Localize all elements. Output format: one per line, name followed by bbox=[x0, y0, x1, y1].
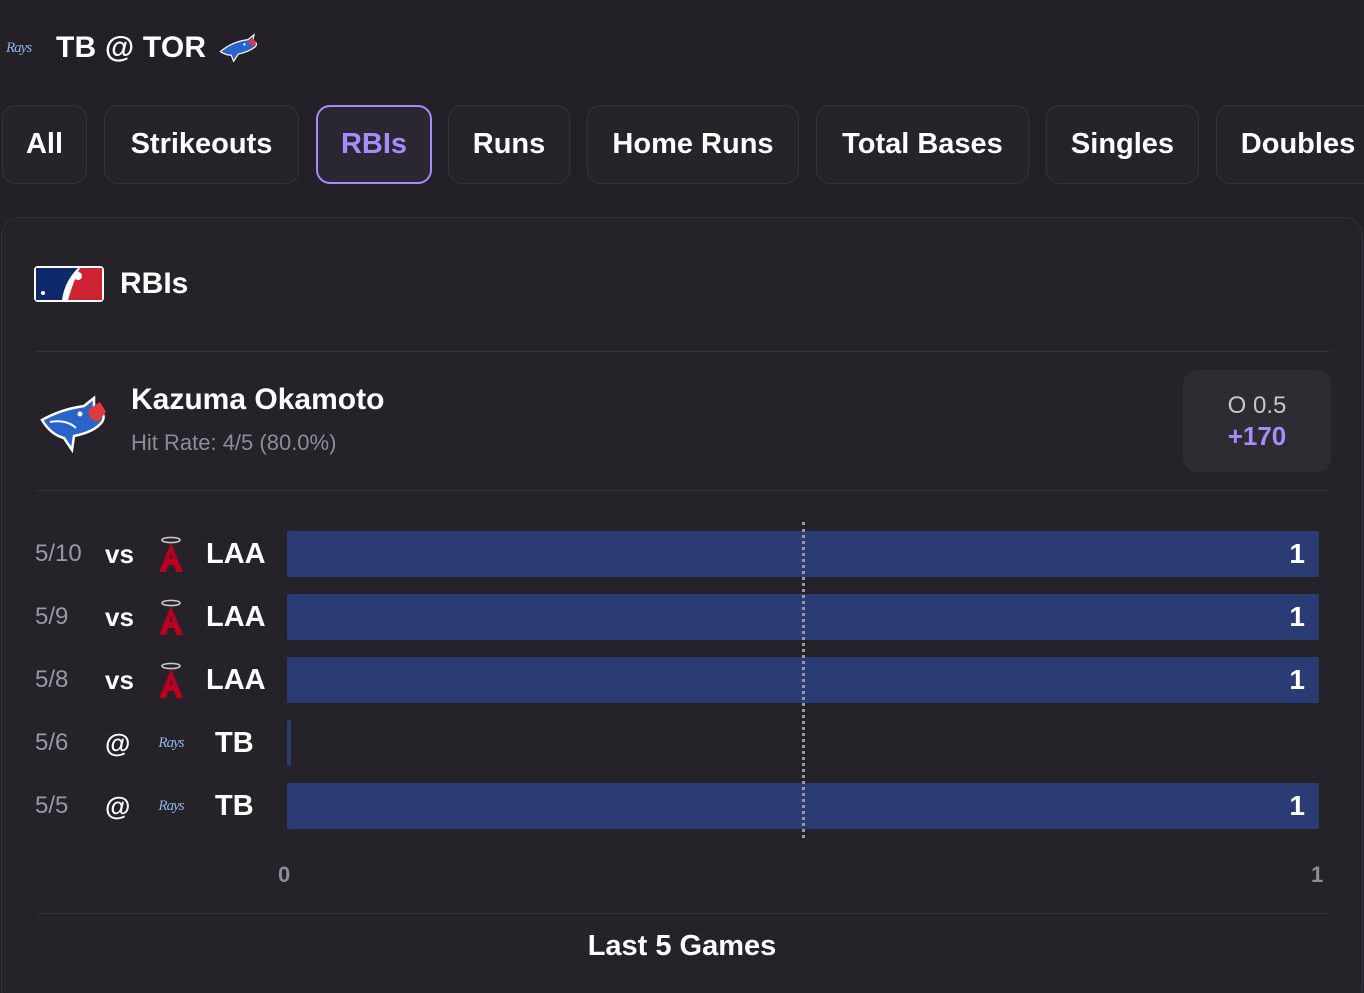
game-date: 5/9 bbox=[35, 603, 69, 630]
bar-value-label: 1 bbox=[1289, 601, 1305, 632]
angels-logo-icon bbox=[152, 535, 190, 573]
line-reference-marker bbox=[802, 522, 805, 838]
game-location: vs bbox=[105, 539, 134, 569]
section-title: RBIs bbox=[120, 267, 189, 300]
game-location: @ bbox=[105, 728, 131, 758]
game-row: 5/5 @ Rays TB 1 bbox=[0, 783, 1364, 829]
mlb-logo-icon bbox=[34, 266, 104, 302]
rays-logo-icon: Rays bbox=[158, 734, 184, 751]
x-tick-label: 0 bbox=[278, 862, 291, 887]
divider bbox=[36, 913, 1330, 914]
tab-total-bases[interactable]: Total Bases bbox=[816, 105, 1029, 184]
section-header: RBIs bbox=[34, 266, 188, 302]
tab-all[interactable]: All bbox=[2, 105, 87, 184]
angels-logo-icon bbox=[152, 661, 190, 699]
tab-singles[interactable]: Singles bbox=[1046, 105, 1199, 184]
odds-button[interactable]: O 0.5 +170 bbox=[1183, 370, 1331, 472]
matchup-title: TB @ TOR bbox=[56, 31, 207, 64]
tab-strikeouts[interactable]: Strikeouts bbox=[104, 105, 299, 184]
opponent-abbr: LAA bbox=[206, 538, 266, 570]
prop-odds: +170 bbox=[1227, 421, 1287, 451]
blue-jays-logo-icon bbox=[40, 395, 106, 454]
rays-logo-icon: Rays bbox=[158, 797, 184, 814]
hit-rate: Hit Rate: 4/5 (80.0%) bbox=[131, 430, 337, 455]
game-row: 5/10 vs LAA 1 bbox=[0, 531, 1364, 577]
game-date: 5/10 bbox=[35, 540, 82, 567]
game-date: 5/8 bbox=[35, 666, 69, 693]
stat-tabs: All Strikeouts RBIs Runs Home Runs Total… bbox=[0, 105, 1364, 185]
game-date: 5/5 bbox=[35, 792, 69, 819]
rays-logo-icon: Rays bbox=[6, 40, 32, 56]
chart-footer-label: Last 5 Games bbox=[587, 930, 777, 962]
game-row: 5/9 vs LAA 1 bbox=[0, 594, 1364, 640]
game-row: 5/8 vs LAA 1 bbox=[0, 657, 1364, 703]
bar-value-label: 1 bbox=[1289, 538, 1305, 569]
tab-rbis[interactable]: RBIs bbox=[316, 105, 432, 184]
tab-doubles[interactable]: Doubles bbox=[1216, 105, 1364, 184]
blue-jays-logo-icon bbox=[219, 33, 258, 63]
game-location: vs bbox=[105, 665, 134, 695]
x-tick-label: 1 bbox=[1311, 862, 1324, 887]
bar-value-label: 1 bbox=[1289, 664, 1305, 695]
matchup-header: Rays TB @ TOR bbox=[6, 28, 260, 68]
game-location: vs bbox=[105, 602, 134, 632]
angels-logo-icon bbox=[152, 598, 190, 636]
divider bbox=[36, 490, 1330, 491]
opponent-abbr: TB bbox=[215, 790, 254, 822]
game-date: 5/6 bbox=[35, 729, 69, 756]
bar-value-label: 1 bbox=[1289, 790, 1305, 821]
player-name: Kazuma Okamoto bbox=[131, 383, 385, 416]
tab-runs[interactable]: Runs bbox=[448, 105, 570, 184]
opponent-abbr: TB bbox=[215, 727, 254, 759]
game-row: 5/6 @ Rays TB bbox=[0, 720, 1364, 766]
opponent-abbr: LAA bbox=[206, 664, 266, 696]
divider bbox=[36, 351, 1330, 352]
chart-bar bbox=[287, 720, 291, 766]
opponent-abbr: LAA bbox=[206, 601, 266, 633]
game-location: @ bbox=[105, 791, 131, 821]
prop-line: O 0.5 bbox=[1227, 392, 1287, 419]
tab-home-runs[interactable]: Home Runs bbox=[587, 105, 799, 184]
